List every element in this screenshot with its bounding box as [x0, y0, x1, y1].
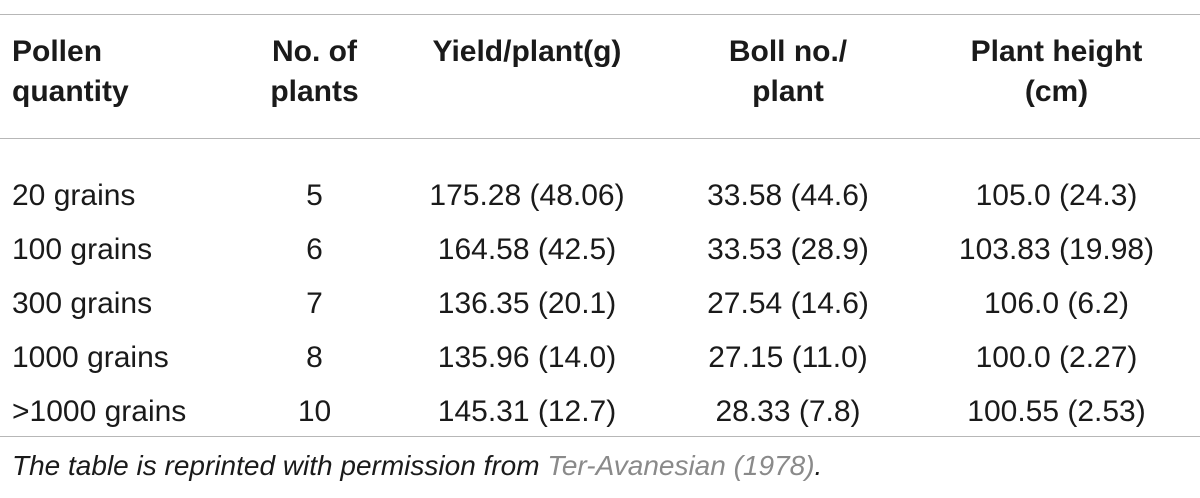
table-footnote: The table is reprinted with permission f…	[12, 446, 822, 486]
cell-plants: 5	[306, 179, 323, 212]
header-no-of-plants-line1: No. of	[272, 35, 357, 68]
header-boll-no-line1: Boll no./	[728, 35, 848, 68]
cell-pollen: 100 grains	[12, 233, 153, 266]
cell-yield: 164.58 (42.5)	[437, 233, 617, 266]
table-bottom-rule	[0, 436, 1200, 437]
header-plant-height: Plant height (cm)	[913, 15, 1200, 155]
header-plant-height-line1: Plant height	[970, 35, 1143, 68]
cell-pollen: >1000 grains	[12, 395, 187, 428]
header-plant-height-line2: (cm)	[1024, 75, 1089, 108]
header-no-of-plants-line2: plants	[270, 75, 359, 108]
cell-pollen: 1000 grains	[12, 341, 169, 374]
cell-plants: 7	[306, 287, 323, 320]
cell-height: 103.83 (19.98)	[958, 233, 1155, 266]
header-pollen-quantity-line1: Pollen	[12, 35, 103, 68]
cell-boll: 28.33 (7.8)	[715, 395, 861, 428]
cell-height: 106.0 (6.2)	[983, 287, 1130, 320]
table-row: 300 grains 7 136.35 (20.1) 27.54 (14.6) …	[0, 277, 1200, 331]
footnote-reference-link[interactable]: Ter-Avanesian (1978)	[547, 450, 815, 481]
cell-pollen: 20 grains	[12, 179, 136, 212]
cell-boll: 33.58 (44.6)	[707, 179, 869, 212]
cell-yield: 175.28 (48.06)	[429, 179, 625, 212]
cell-yield: 135.96 (14.0)	[437, 341, 617, 374]
header-pollen-quantity: Pollen quantity	[0, 15, 238, 155]
cell-height: 100.0 (2.27)	[975, 341, 1138, 374]
table-header-rule	[0, 138, 1200, 139]
table-row: 1000 grains 8 135.96 (14.0) 27.15 (11.0)…	[0, 331, 1200, 385]
cell-plants: 6	[306, 233, 323, 266]
cell-boll: 33.53 (28.9)	[707, 233, 869, 266]
cell-boll: 27.15 (11.0)	[708, 341, 868, 374]
header-yield-per-plant: Yield/plant(g)	[391, 15, 663, 155]
header-boll-no-line2: plant	[752, 75, 824, 108]
header-pollen-quantity-line2: quantity	[12, 75, 129, 108]
table-row: 100 grains 6 164.58 (42.5) 33.53 (28.9) …	[0, 223, 1200, 277]
cell-boll: 27.54 (14.6)	[707, 287, 869, 320]
cell-plants: 10	[297, 395, 332, 428]
header-yield-per-plant-line1: Yield/plant(g)	[432, 35, 622, 68]
table-row: 20 grains 5 175.28 (48.06) 33.58 (44.6) …	[0, 155, 1200, 223]
footnote-suffix: .	[814, 450, 823, 481]
header-no-of-plants: No. of plants	[238, 15, 391, 155]
cell-height: 105.0 (24.3)	[975, 179, 1138, 212]
cell-height: 100.55 (2.53)	[967, 395, 1146, 428]
table-header-row: Pollen quantity No. of plants Yield/plan…	[0, 15, 1200, 155]
cell-yield: 145.31 (12.7)	[437, 395, 617, 428]
table-top-rule	[0, 14, 1200, 15]
cell-yield: 136.35 (20.1)	[437, 287, 617, 320]
table-row: >1000 grains 10 145.31 (12.7) 28.33 (7.8…	[0, 385, 1200, 439]
header-boll-no-per-plant: Boll no./ plant	[663, 15, 913, 155]
cell-pollen: 300 grains	[12, 287, 153, 320]
cell-plants: 8	[306, 341, 323, 374]
footnote-text: The table is reprinted with permission f…	[12, 450, 548, 481]
pollen-quantity-table: Pollen quantity No. of plants Yield/plan…	[0, 15, 1200, 439]
